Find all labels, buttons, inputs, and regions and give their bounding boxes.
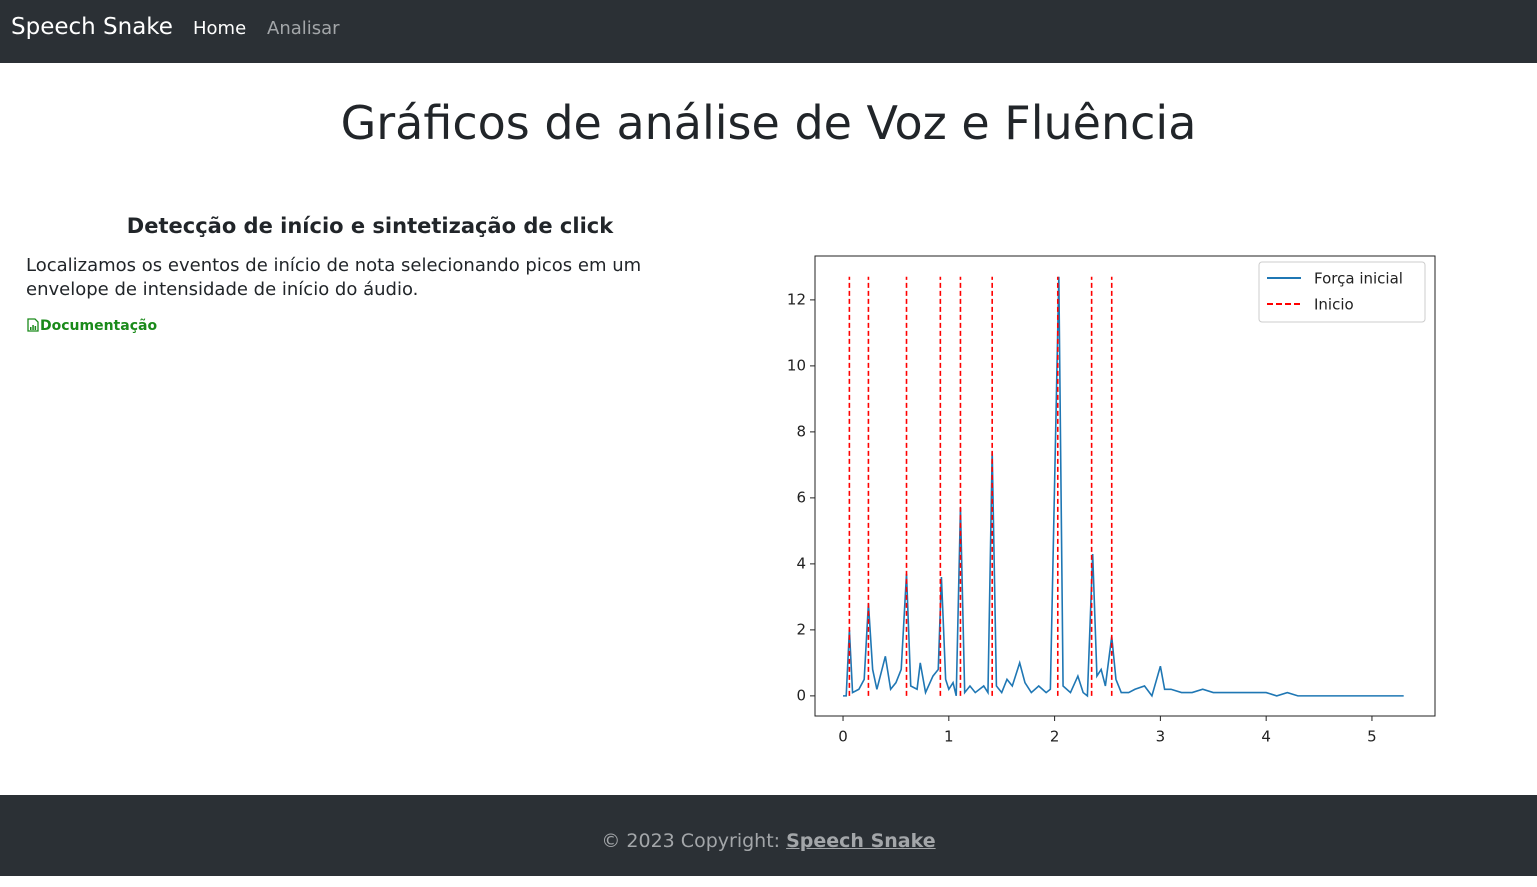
section-text: Localizamos os eventos de início de nota… <box>26 255 642 300</box>
nav-link[interactable]: Analisar <box>267 18 340 39</box>
brand[interactable]: Speech Snake <box>11 14 173 40</box>
y-tick-label: 6 <box>796 488 806 506</box>
legend-label: Inicio <box>1314 296 1354 314</box>
x-tick-label: 3 <box>1156 728 1166 746</box>
plot-frame <box>814 255 1436 717</box>
doc-link-text[interactable]: Documentação <box>40 318 158 334</box>
y-tick-label: 12 <box>787 290 806 308</box>
x-tick-label: 1 <box>944 728 954 746</box>
x-tick-label: 4 <box>1261 728 1271 746</box>
y-tick-label: 2 <box>796 620 806 638</box>
x-tick-label: 5 <box>1367 728 1377 746</box>
footer-text: © 2023 Copyright: <box>601 830 781 852</box>
section-heading: Detecção de início e sintetização de cli… <box>126 214 614 238</box>
legend-label: Força inicial <box>1314 270 1403 288</box>
y-tick-label: 10 <box>787 356 806 374</box>
navbar: Speech Snake Home Analisar <box>0 0 1537 63</box>
legend: Força inicial Inicio <box>1258 261 1426 323</box>
footer-link[interactable]: Speech Snake <box>786 830 936 852</box>
nav-link[interactable]: Home <box>193 18 247 39</box>
x-tick-label: 2 <box>1050 728 1060 746</box>
y-tick-label: 8 <box>796 422 806 440</box>
footer: © 2023 Copyright: Speech Snake <box>0 795 1537 876</box>
y-tick-label: 0 <box>796 686 806 704</box>
y-tick-label: 4 <box>796 554 806 572</box>
line <box>843 276 1404 698</box>
doc-icon <box>27 318 39 332</box>
doc-link[interactable]: Documentação <box>26 318 157 334</box>
x-tick-label: 0 <box>838 728 848 746</box>
page-title: Gráficos de análise de Voz e Fluência <box>340 96 1197 150</box>
